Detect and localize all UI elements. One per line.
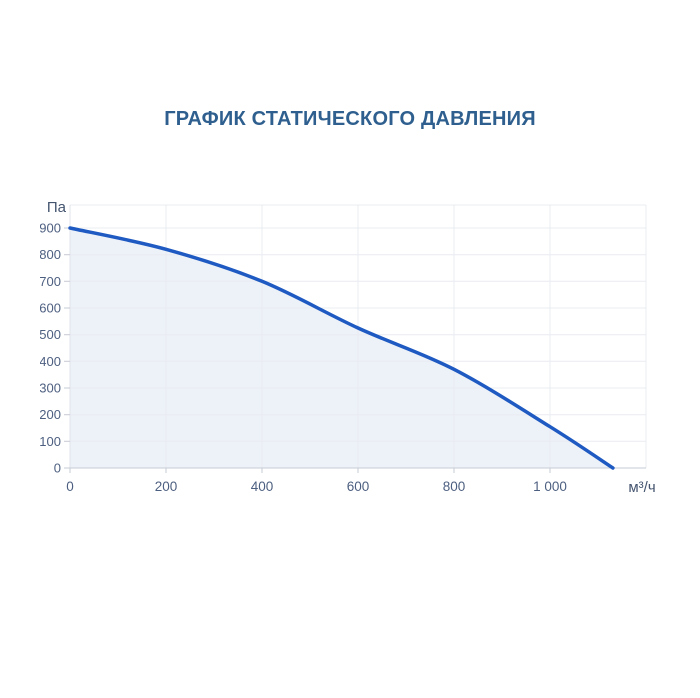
x-tick-label: 1 000 <box>533 479 567 494</box>
y-tick-label: 100 <box>40 434 61 449</box>
y-tick-label: 600 <box>40 301 61 316</box>
y-axis-unit-label: Па <box>47 199 67 216</box>
y-tick-label: 0 <box>54 461 61 476</box>
y-tick-label: 200 <box>40 407 61 422</box>
pressure-curve <box>68 226 615 470</box>
x-tick-label: 600 <box>347 479 370 494</box>
x-tick-label: 0 <box>66 479 74 494</box>
x-tick-label: 400 <box>251 479 274 494</box>
x-tick-label: 800 <box>443 479 466 494</box>
y-tick-label: 900 <box>40 221 61 236</box>
x-axis-unit-label: м³/ч <box>628 479 655 496</box>
chart-canvas: 0 100 200 300 400 500 600 700 800 900 0 200 400 600 80… <box>39 199 655 496</box>
static-pressure-chart: 0 100 200 300 400 500 600 700 800 900 0 200 400 600 80… <box>39 195 680 505</box>
x-tick-label: 200 <box>155 479 178 494</box>
pressure-curve-area <box>70 228 613 468</box>
y-tick-label: 400 <box>40 354 61 369</box>
y-tick-label: 700 <box>40 274 61 289</box>
chart-title: ГРАФИК СТАТИЧЕСКОГО ДАВЛЕНИЯ <box>164 108 536 130</box>
y-tick-label: 500 <box>40 327 61 342</box>
y-tick-label: 300 <box>40 381 61 396</box>
y-tick-label: 800 <box>40 247 61 262</box>
